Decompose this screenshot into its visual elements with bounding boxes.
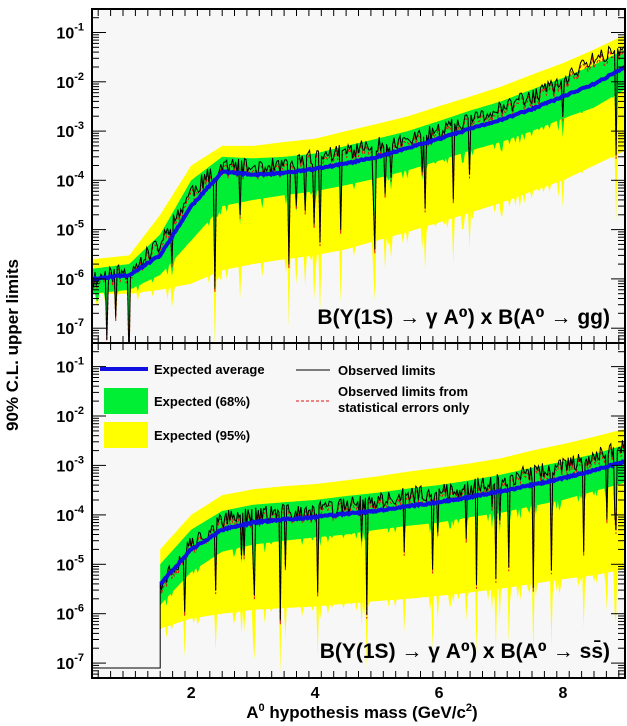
top-ytick-label: 10-3 xyxy=(56,120,84,141)
top-observed-line xyxy=(92,45,625,343)
legend-label-observed-stat-line1: Observed limits from xyxy=(338,384,468,399)
top-ytick-label: 10-4 xyxy=(56,169,84,190)
legend-entry-expected-68: Expected (68%) xyxy=(104,388,250,414)
x-axis-title: A0 hypothesis mass (GeV/c2) xyxy=(246,702,477,722)
top-ytick-label: 10-7 xyxy=(56,317,84,338)
legend-swatch-expected-68 xyxy=(104,388,148,414)
top-ytick-label: 10-1 xyxy=(56,22,84,43)
legend-label-observed-limits: Observed limits xyxy=(338,363,436,378)
xtick-label: 2 xyxy=(187,685,196,702)
top-plot-area xyxy=(92,34,625,343)
bottom-panel: 10-7 10-6 10-5 10-4 10-3 10-2 10-1 2 4 6 8 B(Υ(1S)… xyxy=(56,342,626,702)
top-panel: 10-7 10-6 10-5 10-4 10-3 10-2 10-1 B(Υ(1S) → γ… xyxy=(56,8,626,344)
xtick-label: 6 xyxy=(435,685,444,702)
legend-entry-observed-limits: Observed limits xyxy=(296,363,436,378)
bottom-plot-area xyxy=(92,428,625,674)
legend: Expected average Observed limits Expecte… xyxy=(100,362,470,448)
legend-entry-expected-95: Expected (95%) xyxy=(104,422,250,448)
bottom-ytick-label: 10-5 xyxy=(56,553,84,574)
bottom-ytick-label: 10-6 xyxy=(56,603,84,624)
top-ytick-label: 10-6 xyxy=(56,268,84,289)
legend-label-observed-stat-line2: statistical errors only xyxy=(338,400,470,415)
bottom-observed-line xyxy=(92,439,625,669)
bottom-ytick-label: 10-3 xyxy=(56,454,84,475)
bottom-observed-stat-line xyxy=(159,443,625,625)
legend-entry-observed-stat: Observed limits from statistical errors … xyxy=(296,384,470,415)
bottom-band-68 xyxy=(160,444,625,606)
top-axis-ticks: 10-7 10-6 10-5 10-4 10-3 10-2 10-1 xyxy=(56,9,625,344)
bottom-axis-ticks: 10-7 10-6 10-5 10-4 10-3 10-2 10-1 2 4 6 8 xyxy=(56,343,625,702)
bottom-ytick-label: 10-2 xyxy=(56,405,84,426)
legend-label-expected-68: Expected (68%) xyxy=(154,394,250,409)
top-expected-average-line xyxy=(92,65,625,282)
top-ytick-label: 10-5 xyxy=(56,219,84,240)
bottom-ytick-label: 10-7 xyxy=(56,652,84,673)
bottom-process-label: B(Υ(1S) → γ A⁰) x B(A⁰ → ss̄) xyxy=(320,640,610,663)
bottom-ytick-label: 10-1 xyxy=(56,356,84,377)
top-ytick-label: 10-2 xyxy=(56,71,84,92)
legend-label-expected-95: Expected (95%) xyxy=(154,428,250,443)
bottom-expected-average-line xyxy=(159,459,625,586)
legend-label-expected-average: Expected average xyxy=(154,362,265,377)
xtick-label: 4 xyxy=(311,685,320,702)
xtick-label: 8 xyxy=(559,685,568,702)
bottom-panel-frame xyxy=(91,342,626,679)
legend-entry-expected-average: Expected average xyxy=(100,362,265,377)
top-process-label: B(Υ(1S) → γ A⁰) x B(A⁰ → gg) xyxy=(317,306,610,329)
bottom-ytick-label: 10-4 xyxy=(56,504,84,525)
y-axis-title: 90% C.L. upper limits xyxy=(3,259,22,431)
legend-swatch-expected-95 xyxy=(104,422,148,448)
